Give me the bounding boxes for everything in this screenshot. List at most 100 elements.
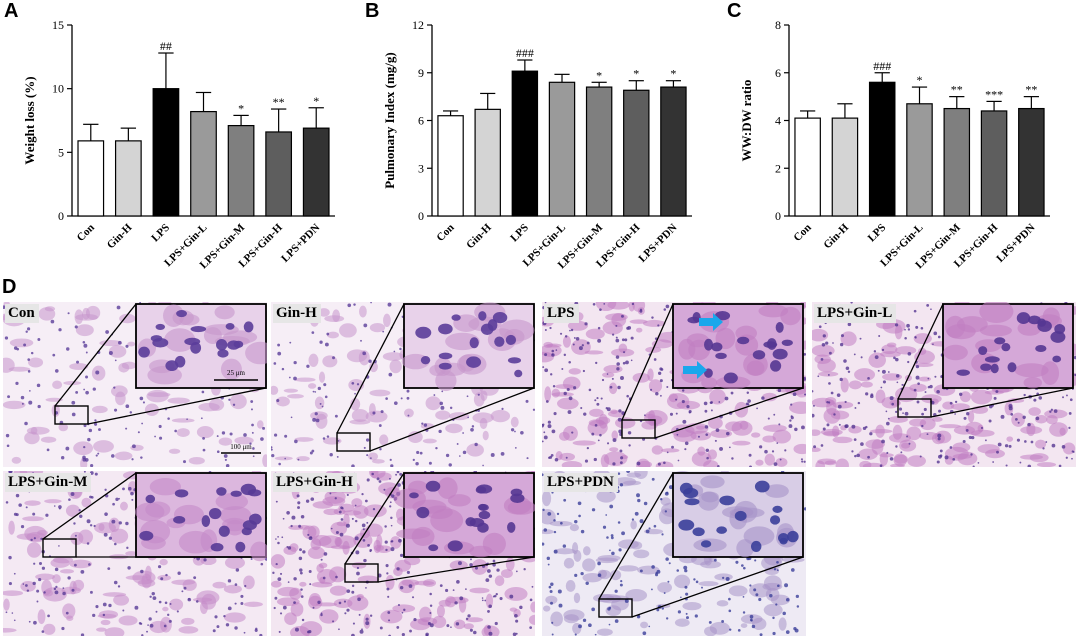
y-tick-label: 0 <box>775 209 781 223</box>
significance-mark: *** <box>985 87 1003 101</box>
x-tick-label: Gin-H <box>821 221 851 251</box>
y-axis-label: Pulmonary Index (mg/g) <box>382 52 397 189</box>
y-tick-label: 6 <box>418 114 424 128</box>
x-tick-label: Con <box>791 222 813 244</box>
scale-bar-small-label: 25 μm <box>227 369 246 377</box>
zoom-region-box <box>897 398 932 418</box>
tissue-image <box>3 471 267 636</box>
x-tick-label: LPS+PDN <box>994 222 1037 265</box>
zoom-region-box <box>621 419 656 439</box>
tile-label: LPS+Gin-M <box>5 473 92 492</box>
y-tick-label: 12 <box>412 18 424 32</box>
bar <box>114 140 142 217</box>
histology-tile: LPS+Gin-L <box>812 302 1076 467</box>
zoom-region-box <box>336 432 371 452</box>
significance-mark: * <box>917 73 923 87</box>
bar <box>831 117 859 217</box>
bar <box>660 86 687 217</box>
x-tick-label: Con <box>434 222 456 244</box>
arrow-icon <box>683 361 707 379</box>
zoom-region-box <box>54 405 89 425</box>
arrow-icon <box>699 313 723 331</box>
bar <box>511 70 539 217</box>
tile-label: LPS+Gin-L <box>814 304 897 323</box>
bar <box>548 81 576 217</box>
tissue-image <box>542 471 806 636</box>
panel-letter-d: D <box>2 276 17 298</box>
bar <box>77 140 105 217</box>
histology-tile: LPS <box>542 302 806 467</box>
tile-label: LPS <box>544 304 579 323</box>
tissue-image: 25 μm 100 μm <box>3 302 267 467</box>
histology-tile: LPS+PDN <box>542 471 806 636</box>
histology-tile: LPS+Gin-M <box>3 471 267 636</box>
significance-mark: ### <box>873 59 891 73</box>
y-axis-label: Weight loss (%) <box>22 76 37 164</box>
y-tick-label: 5 <box>58 145 64 159</box>
y-tick-label: 0 <box>58 209 64 223</box>
y-tick-label: 15 <box>52 18 64 32</box>
x-tick-label: LPS+PDN <box>636 222 679 265</box>
histology-tile: 25 μm 100 μm Con <box>3 302 267 467</box>
bar <box>943 107 971 217</box>
bar <box>227 124 255 217</box>
x-tick-label: LPS+PDN <box>279 222 322 265</box>
tissue-image <box>812 302 1076 467</box>
y-tick-label: 0 <box>418 209 424 223</box>
tile-label: Gin-H <box>273 304 321 323</box>
significance-mark: * <box>596 68 602 82</box>
y-tick-label: 8 <box>775 18 781 32</box>
panel-letter-c: C <box>727 0 742 22</box>
histology-tile: Gin-H <box>271 302 535 467</box>
x-tick-label: LPS <box>149 222 172 245</box>
bar <box>437 115 464 217</box>
bar <box>906 103 933 217</box>
significance-mark: * <box>313 94 319 108</box>
y-tick-label: 6 <box>775 66 781 80</box>
y-axis-label: WW:DW ratio <box>739 80 754 162</box>
significance-mark: * <box>670 67 676 81</box>
significance-mark: ## <box>160 39 172 53</box>
y-tick-label: 4 <box>775 114 781 128</box>
y-tick-label: 10 <box>52 82 64 96</box>
x-tick-label: LPS <box>866 222 889 245</box>
y-tick-label: 9 <box>418 66 424 80</box>
significance-mark: ** <box>273 95 285 109</box>
significance-mark: ** <box>951 83 963 97</box>
bar <box>623 89 650 217</box>
zoom-region-box <box>344 563 379 583</box>
zoom-region-box <box>42 538 77 558</box>
x-tick-label: Gin-H <box>464 221 494 251</box>
significance-mark: * <box>238 101 244 115</box>
bar <box>1018 107 1045 217</box>
bar <box>302 127 330 217</box>
zoom-region-box <box>598 598 633 618</box>
bar <box>474 108 501 217</box>
y-tick-label: 2 <box>775 161 781 175</box>
significance-mark: ** <box>1025 83 1037 97</box>
bar <box>265 131 293 217</box>
bar <box>152 88 180 217</box>
bar <box>585 86 613 217</box>
tile-label: LPS+PDN <box>544 473 618 492</box>
x-tick-label: Gin-H <box>105 221 135 251</box>
significance-mark: ### <box>516 46 534 60</box>
bar <box>190 110 217 217</box>
y-tick-label: 3 <box>418 161 424 175</box>
tissue-image <box>542 302 806 467</box>
tissue-image <box>271 302 535 467</box>
scale-bar-large-label: 100 μm <box>230 443 252 451</box>
bar <box>794 117 821 217</box>
x-tick-label: Con <box>75 222 97 244</box>
panel-letter-b: B <box>365 0 380 22</box>
bar <box>980 110 1008 217</box>
pulmonary-index-chart: 0 3 6 9 12 Pulmonary Index (mg/g) Con Gin-H ### L… <box>382 18 692 271</box>
panel-letter-a: A <box>4 0 19 22</box>
x-tick-label: LPS <box>508 222 531 245</box>
significance-mark: * <box>633 67 639 81</box>
histology-tile: LPS+Gin-H <box>271 471 535 636</box>
bar <box>868 81 896 217</box>
tissue-image <box>271 471 535 636</box>
